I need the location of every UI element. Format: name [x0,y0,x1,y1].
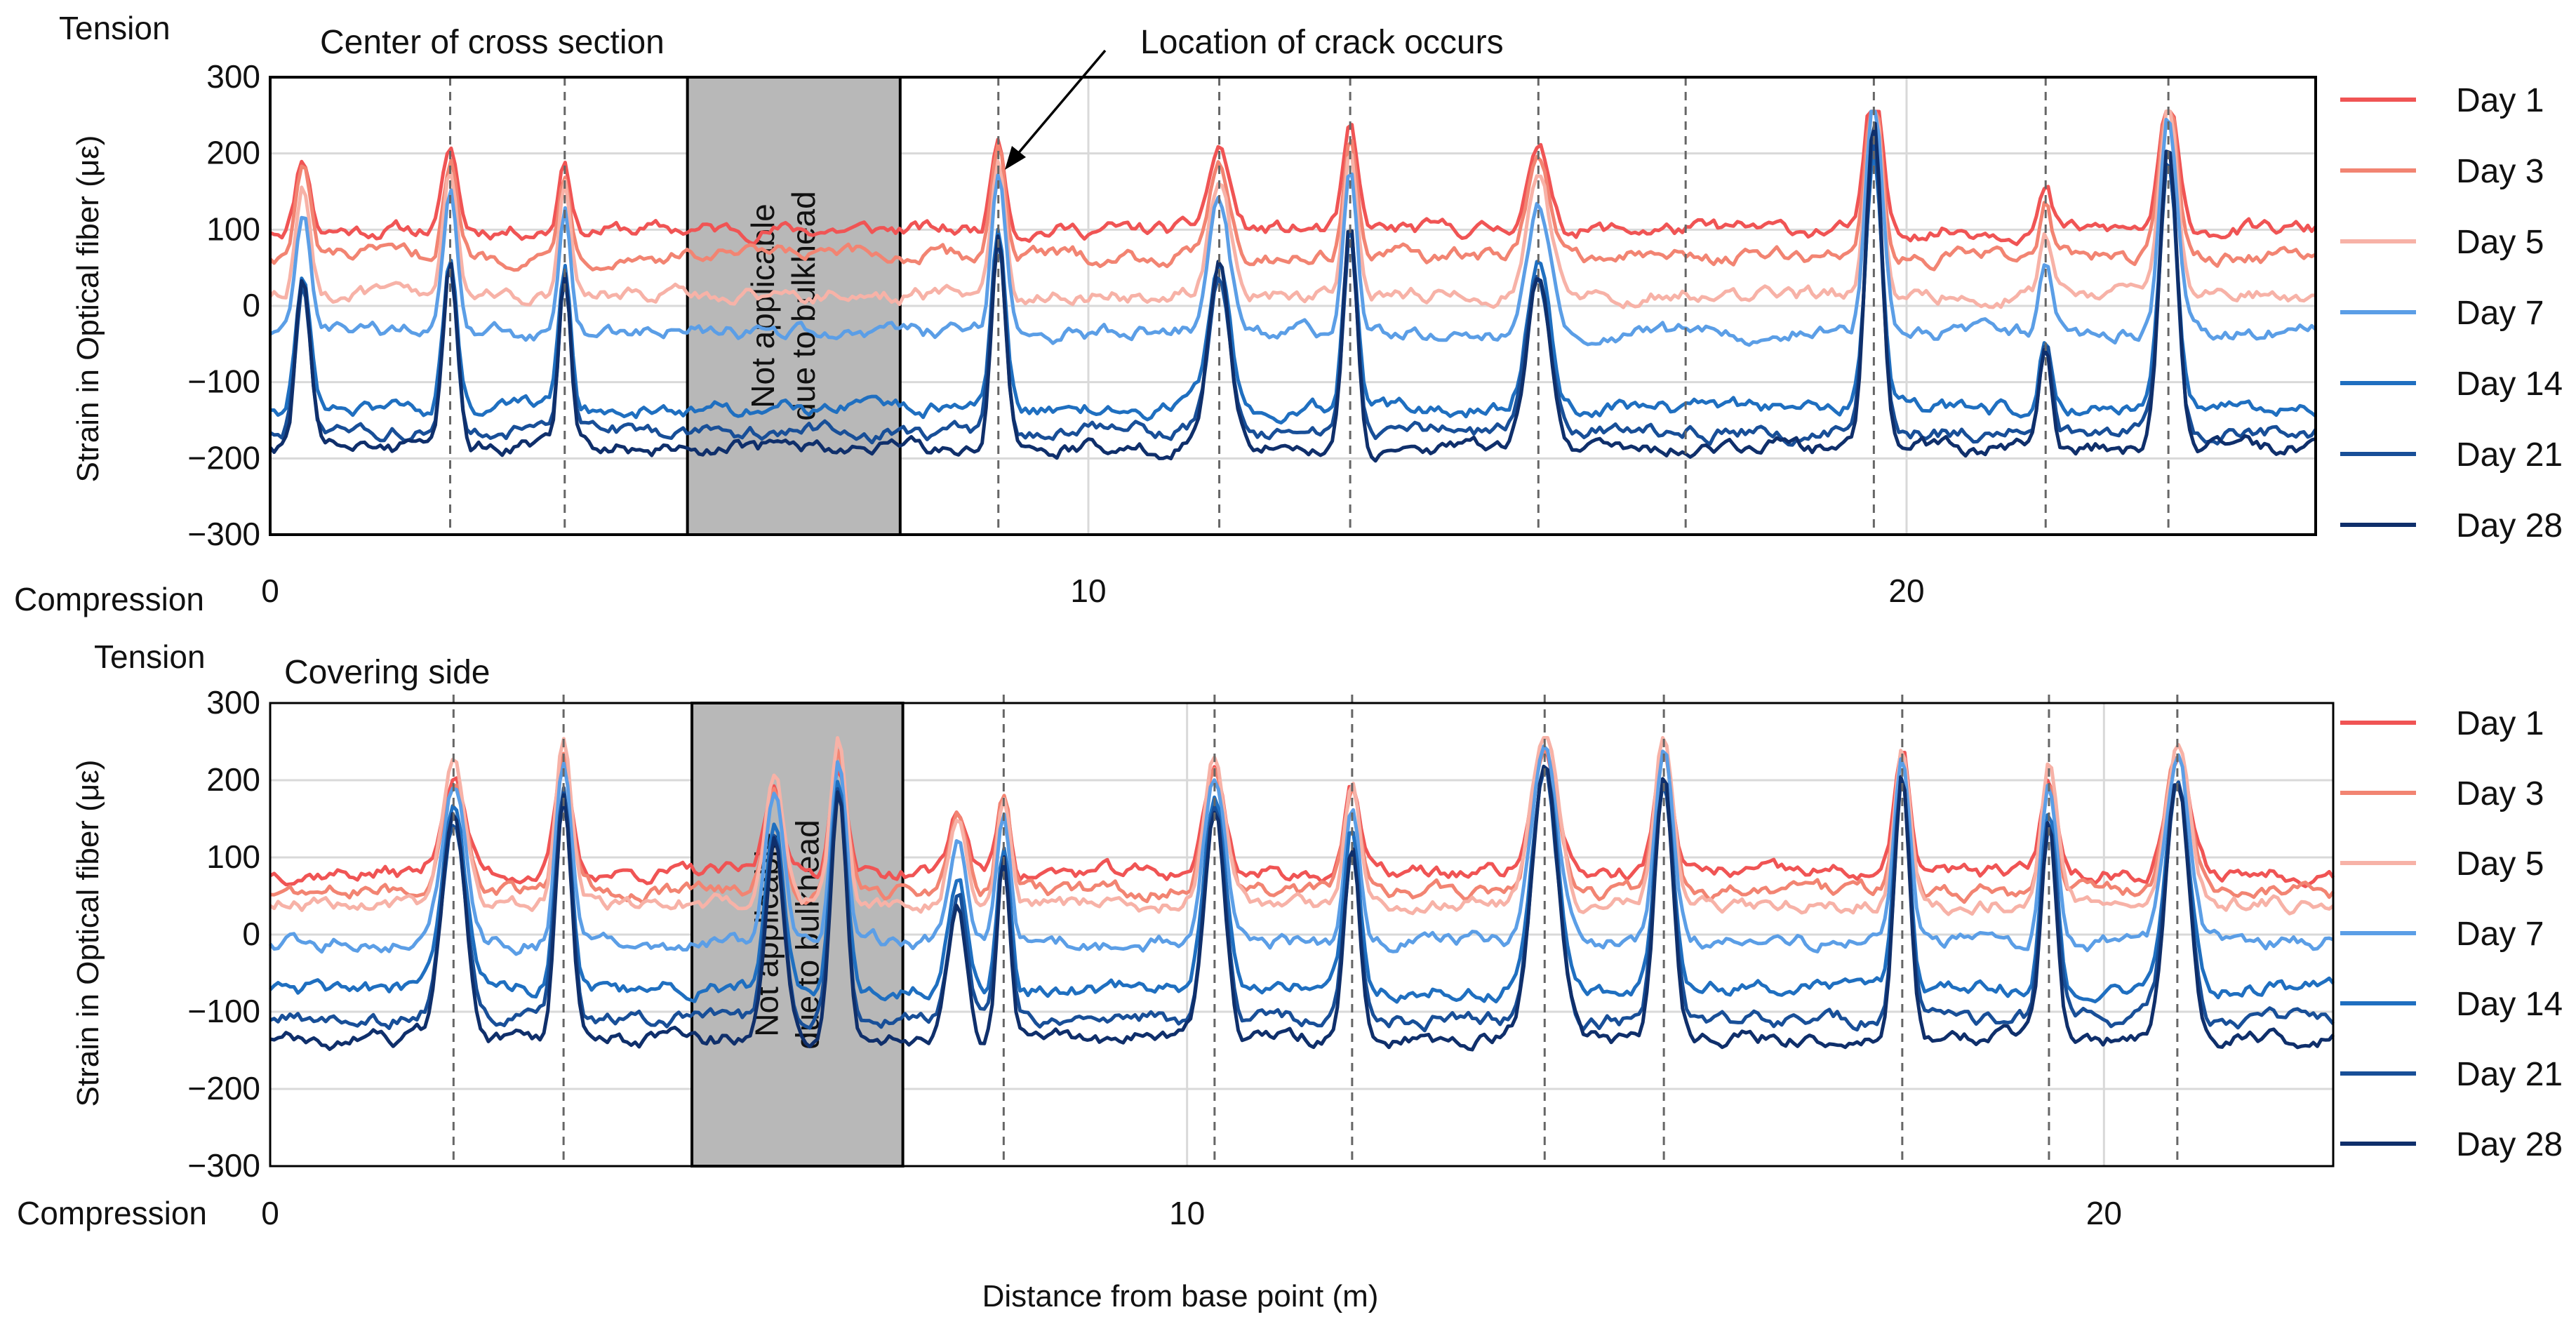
series-group [269,736,2335,1052]
y-tick-label: 0 [242,287,260,323]
y-tick-label: −300 [187,1147,260,1184]
y-tick-label: −300 [187,516,260,552]
bulkhead-label: Not applicable [745,203,781,408]
bulkhead-region: Not applicable due to bulkhead [686,76,902,536]
series-line-day-14 [269,768,2335,1004]
plot-frame [269,702,2335,1168]
series-line-day-7 [269,744,2334,956]
legend-label: Day 21 [2456,1056,2563,1093]
legend-label: Day 1 [2456,705,2544,742]
x-tick-label: 20 [1888,573,1924,609]
legend-label: Day 7 [2456,916,2544,953]
series-line-day-1 [269,109,2317,246]
x-tick-label: 0 [261,573,279,609]
tension-label: Tension [94,638,206,675]
plot-frame [269,76,2317,536]
y-tick-label: −100 [187,363,260,400]
series-line-day-21 [269,768,2335,1033]
x-tick-label: 10 [1169,1195,1205,1231]
x-tick-label: 10 [1070,573,1106,609]
legend-label: Day 3 [2456,775,2544,812]
y-tick-labels: 300 200 100 0 −100 −200 −300 [187,58,260,552]
chart-title: Covering side [284,654,490,691]
y-tick-label: 200 [206,135,260,171]
x-tick-label: 0 [261,1195,279,1231]
legend-label: Day 7 [2456,295,2544,332]
x-axis-label: Distance from base point (m) [982,1279,1379,1313]
legend-label: Day 5 [2456,845,2544,883]
legend-label: Day 1 [2456,82,2544,119]
y-axis-label: Strain in Optical fiber (με) [71,135,105,483]
series-line-day-5 [269,736,2335,916]
series-line-day-21 [269,138,2318,447]
crack-lines [449,77,2170,535]
legend: Day 1 Day 3 Day 5 Day 7 Day 14 Day 21 Day 28 [2340,82,2563,544]
legend-label: Day 21 [2456,436,2563,474]
y-tick-label: 200 [206,761,260,798]
y-axis-label: Strain in Optical fiber (με) [71,760,105,1107]
y-tick-label: 100 [206,838,260,875]
crack-arrow [1005,49,1107,170]
y-tick-label: −100 [187,993,260,1029]
y-tick-label: 100 [206,210,260,247]
legend-label: Day 3 [2456,153,2544,190]
chart-center-cross-section: Not applicable due to bulkhead 3002001000… [14,10,2563,617]
crack-annotation: Location of crack occurs [1140,24,1504,61]
series-line-day-7 [269,109,2317,347]
y-tick-label: 300 [206,58,260,95]
legend: Day 1 Day 3 Day 5 Day 7 Day 14 Day 21 Day 28 [2340,705,2563,1163]
y-tick-label: 0 [242,916,260,952]
x-tick-labels: 0 10 20 [261,1195,2122,1231]
series-line-day-5 [269,109,2316,309]
x-tick-label: 20 [2086,1195,2122,1231]
tension-label: Tension [59,10,171,46]
legend-label: Day 28 [2456,507,2563,544]
chart-covering-side: Not applicable due to bulkhead 3002001000… [17,638,2563,1313]
series-line-day-3 [269,109,2317,272]
grid [269,702,2333,1168]
chart-title: Center of cross section [320,24,665,61]
series-group [269,109,2318,463]
compression-label: Compression [14,581,204,617]
series-line-day-1 [269,749,2335,888]
series-line-day-14 [270,152,2317,424]
y-tick-labels: 300 200 100 0 −100 −200 −300 [187,684,260,1184]
crack-lines [452,695,2179,1166]
legend-label: Day 14 [2456,986,2563,1023]
y-tick-label: −200 [187,439,260,476]
legend-label: Day 14 [2456,366,2563,403]
series-line-day-28 [269,121,2316,463]
series-line-day-28 [269,764,2335,1052]
legend-label: Day 5 [2456,224,2544,261]
legend-label: Day 28 [2456,1126,2563,1163]
series-line-day-3 [269,748,2335,905]
y-tick-label: −200 [187,1070,260,1106]
y-tick-label: 300 [206,684,260,721]
compression-label: Compression [17,1195,207,1231]
x-tick-labels: 0 10 20 [261,573,1924,609]
